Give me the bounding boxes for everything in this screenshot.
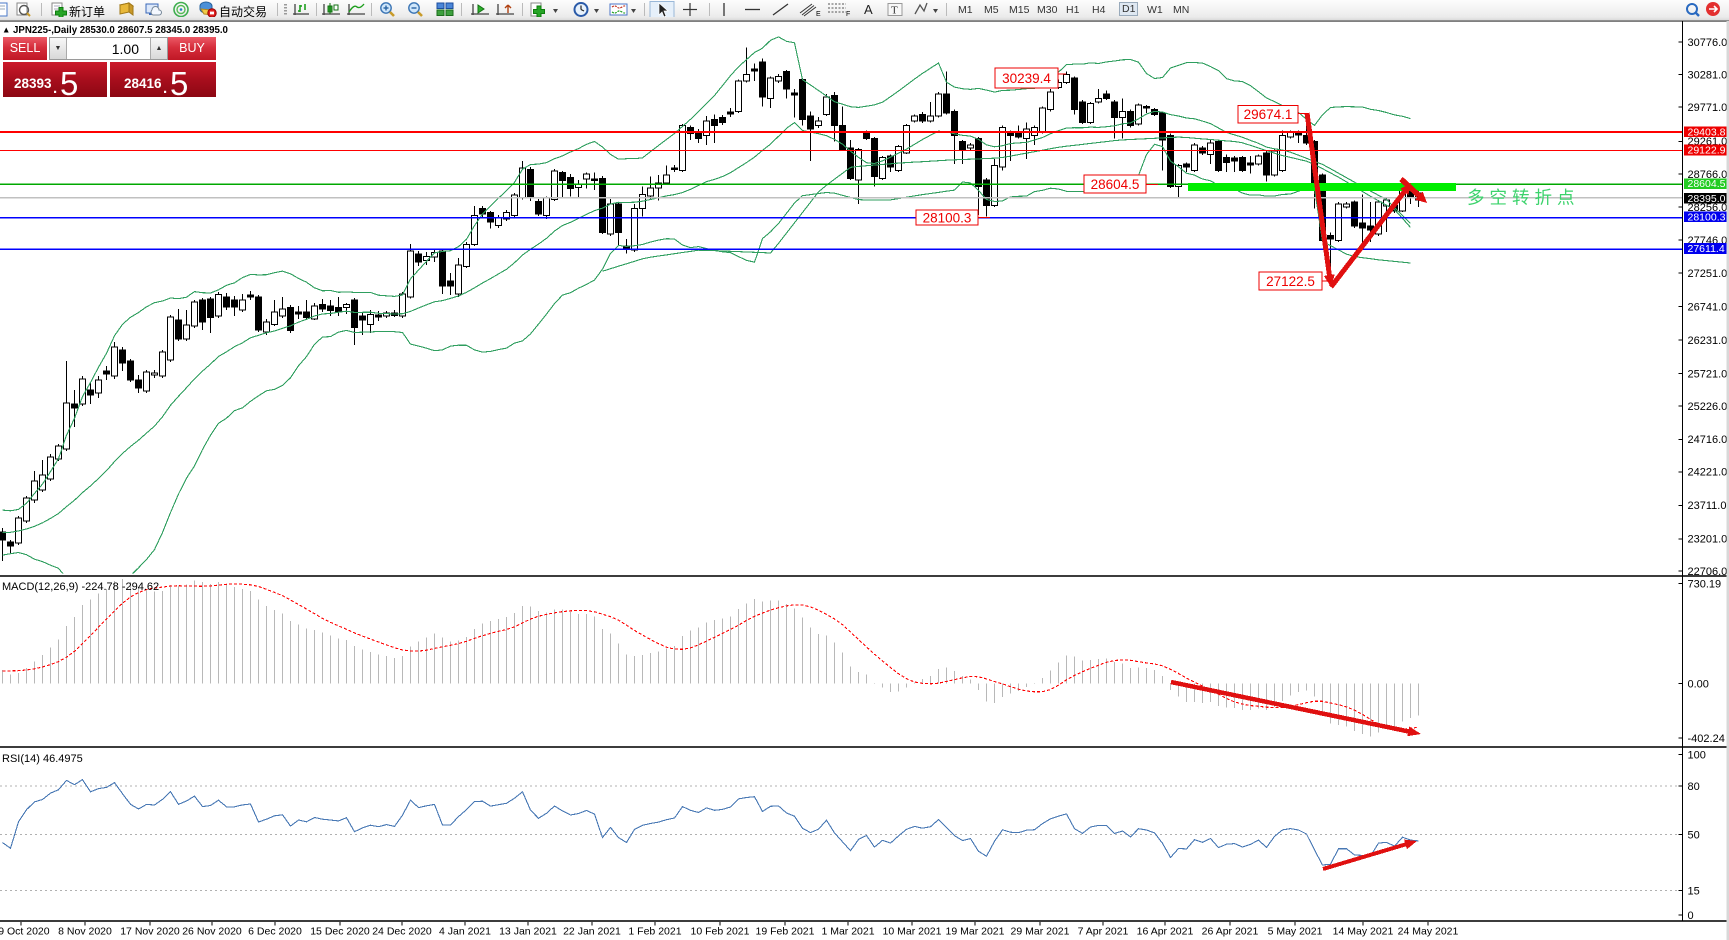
svg-text:80: 80: [1688, 781, 1700, 793]
svg-text:50: 50: [1688, 829, 1700, 841]
svg-text:10 Feb 2021: 10 Feb 2021: [691, 926, 750, 938]
svg-text:0.00: 0.00: [1688, 678, 1709, 690]
svg-text:19 Feb 2021: 19 Feb 2021: [756, 926, 815, 938]
svg-text:24716.0: 24716.0: [1688, 434, 1728, 446]
svg-text:26741.0: 26741.0: [1688, 301, 1728, 313]
svg-text:28604.5: 28604.5: [1091, 177, 1140, 192]
svg-text:19 Mar 2021: 19 Mar 2021: [946, 926, 1005, 938]
svg-text:100: 100: [1688, 749, 1706, 761]
svg-text:8 Nov 2020: 8 Nov 2020: [58, 926, 112, 938]
svg-text:15: 15: [1688, 886, 1700, 898]
svg-text:6 Dec 2020: 6 Dec 2020: [248, 926, 302, 938]
svg-text:4 Jan 2021: 4 Jan 2021: [439, 926, 491, 938]
svg-text:14 May 2021: 14 May 2021: [1333, 926, 1394, 938]
svg-text:MACD(12,26,9) -224.78 -294.62: MACD(12,26,9) -224.78 -294.62: [2, 581, 159, 593]
svg-text:30239.4: 30239.4: [1002, 71, 1051, 86]
svg-text:28766.0: 28766.0: [1688, 169, 1728, 181]
svg-text:13 Jan 2021: 13 Jan 2021: [499, 926, 557, 938]
svg-text:1 Mar 2021: 1 Mar 2021: [821, 926, 874, 938]
svg-text:5 May 2021: 5 May 2021: [1268, 926, 1323, 938]
svg-text:0: 0: [1688, 910, 1694, 922]
svg-text:26231.0: 26231.0: [1688, 335, 1728, 347]
svg-text:▲: ▲: [2, 25, 10, 35]
svg-text:25226.0: 25226.0: [1688, 401, 1728, 413]
svg-text:JPN225-,Daily 28530.0 28607.5: JPN225-,Daily 28530.0 28607.5 28345.0 28…: [13, 25, 228, 36]
svg-text:24 Dec 2020: 24 Dec 2020: [372, 926, 432, 938]
svg-text:24 May 2021: 24 May 2021: [1398, 926, 1459, 938]
svg-text:30281.0: 30281.0: [1688, 69, 1728, 81]
svg-text:29 Oct 2020: 29 Oct 2020: [0, 926, 50, 938]
svg-text:23201.0: 23201.0: [1688, 534, 1728, 546]
svg-text:30776.0: 30776.0: [1688, 37, 1728, 49]
svg-text:28256.0: 28256.0: [1688, 202, 1728, 214]
svg-text:多空转折点: 多空转折点: [1467, 188, 1580, 208]
svg-text:28100.3: 28100.3: [923, 210, 972, 225]
svg-text:26 Apr 2021: 26 Apr 2021: [1202, 926, 1259, 938]
svg-text:29122.9: 29122.9: [1688, 145, 1726, 157]
svg-text:28604.5: 28604.5: [1688, 178, 1726, 190]
svg-text:23711.0: 23711.0: [1688, 500, 1727, 512]
svg-text:E: E: [816, 11, 821, 17]
svg-text:28395.0: 28395.0: [1688, 193, 1726, 205]
svg-text:10 Mar 2021: 10 Mar 2021: [883, 926, 942, 938]
svg-text:29771.0: 29771.0: [1688, 102, 1728, 114]
svg-text:F: F: [846, 11, 850, 17]
svg-text:29403.8: 29403.8: [1688, 127, 1726, 139]
svg-text:25721.0: 25721.0: [1688, 368, 1728, 380]
svg-text:A: A: [864, 2, 873, 17]
svg-text:26 Nov 2020: 26 Nov 2020: [182, 926, 242, 938]
svg-text:28100.3: 28100.3: [1688, 212, 1726, 224]
svg-text:22706.0: 22706.0: [1688, 566, 1728, 578]
svg-text:7 Apr 2021: 7 Apr 2021: [1078, 926, 1129, 938]
svg-text:16 Apr 2021: 16 Apr 2021: [1137, 926, 1194, 938]
svg-text:1 Feb 2021: 1 Feb 2021: [628, 926, 681, 938]
svg-text:27611.4: 27611.4: [1688, 243, 1725, 255]
svg-text:T: T: [891, 5, 898, 17]
svg-text:730.19: 730.19: [1688, 578, 1722, 590]
svg-text:27251.0: 27251.0: [1688, 268, 1728, 280]
svg-text:24221.0: 24221.0: [1688, 467, 1728, 479]
svg-text:27122.5: 27122.5: [1266, 274, 1315, 289]
svg-text:29 Mar 2021: 29 Mar 2021: [1011, 926, 1070, 938]
svg-text:29674.1: 29674.1: [1244, 107, 1293, 122]
svg-text:RSI(14) 46.4975: RSI(14) 46.4975: [2, 753, 83, 765]
svg-text:17 Nov 2020: 17 Nov 2020: [120, 926, 180, 938]
svg-text:15 Dec 2020: 15 Dec 2020: [310, 926, 370, 938]
svg-text:22 Jan 2021: 22 Jan 2021: [563, 926, 621, 938]
svg-text:-402.24: -402.24: [1688, 733, 1725, 745]
